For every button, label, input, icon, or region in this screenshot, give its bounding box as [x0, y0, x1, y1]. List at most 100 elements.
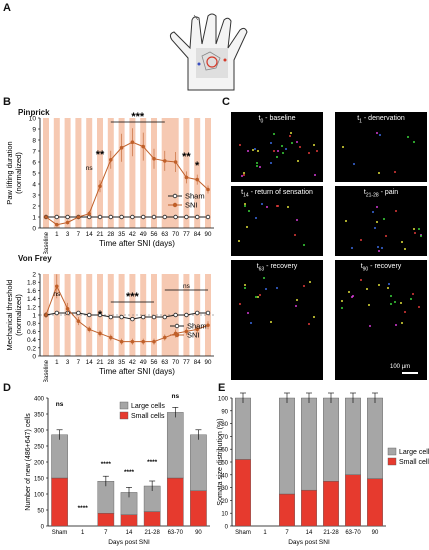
cell-dot: [368, 324, 371, 327]
y-tick-label: 1.6: [27, 288, 36, 295]
cell-dot: [387, 282, 390, 285]
data-point-sni: [76, 215, 81, 219]
legend-marker: [174, 332, 180, 338]
legend-label: Large cells: [399, 449, 429, 456]
x-tick-label: 90: [195, 530, 202, 536]
time-shade: [205, 118, 211, 228]
series-line-sni: [45, 141, 209, 226]
data-point-sham: [97, 214, 103, 220]
cell-dot: [255, 165, 258, 168]
y-tick-label: 200: [34, 461, 45, 467]
cell-dot: [303, 244, 306, 247]
microscopy-tile: t21-28 - pain: [335, 186, 427, 256]
x-tick-label: 63: [161, 359, 168, 366]
time-shade: [194, 118, 201, 228]
microscopy-tile: t14 - return of sensation: [231, 186, 323, 256]
cell-dot: [303, 284, 306, 287]
x-axis-label: Time after SNI (days): [99, 239, 175, 248]
cell-dot: [243, 171, 246, 174]
significance-label: ns: [86, 165, 94, 172]
data-point-sni: [98, 331, 102, 336]
data-point-sni: [55, 284, 59, 289]
x-tick-label: 21-28: [323, 530, 339, 536]
data-point-sham: [184, 214, 189, 220]
cell-dot: [307, 151, 310, 154]
legend-label: Large cells: [131, 403, 165, 410]
cell-dot: [273, 149, 276, 152]
x-axis-label: Time after SNI (days): [99, 367, 175, 376]
cell-dot: [341, 145, 344, 148]
data-point-sham: [108, 214, 113, 220]
time-shade: [97, 118, 103, 228]
vonfrey-title: Von Frey: [18, 254, 52, 263]
data-point-sni: [173, 160, 178, 164]
x-tick-label: 35: [118, 359, 125, 366]
y-tick-label: 1.4: [27, 296, 36, 303]
cell-dot: [314, 174, 317, 177]
cell-dot: [383, 217, 386, 220]
bar-large-cells: [345, 397, 361, 476]
data-point-sham: [151, 214, 157, 220]
cell-dot: [276, 287, 279, 290]
data-point-sham: [184, 312, 189, 318]
cell-dot: [341, 300, 343, 303]
bar-small-cells: [279, 493, 295, 527]
data-point-sni: [206, 323, 210, 328]
cell-dot: [401, 241, 404, 244]
time-shade: [129, 118, 136, 228]
y-tick-label: 2: [32, 204, 36, 211]
cell-dot: [315, 150, 318, 153]
time-shade: [64, 118, 71, 228]
x-tick-label: 28: [107, 231, 114, 238]
y-tick-label: 7: [32, 149, 36, 156]
x-tick-label: 84: [194, 359, 201, 366]
time-shade: [43, 118, 49, 228]
data-point-sni: [141, 144, 145, 149]
cell-dot: [257, 296, 260, 299]
bar-large-cells: [301, 397, 317, 491]
bar-large-cells: [323, 397, 339, 482]
y-tick-label: 70: [221, 435, 228, 441]
cell-dot: [243, 203, 246, 206]
legend-label: Small cells: [131, 413, 165, 420]
data-point-sni: [163, 159, 167, 163]
data-point-sni: [119, 145, 124, 150]
x-tick-label: 7: [104, 530, 108, 536]
bar-small-cells: [190, 490, 207, 527]
y-tick-label: 1: [32, 313, 36, 320]
cell-dot: [393, 171, 396, 174]
cell-dot: [413, 228, 416, 231]
cell-dot: [237, 239, 240, 242]
cell-dot: [345, 220, 348, 223]
cell-dot: [359, 238, 362, 241]
x-tick-label: 90: [372, 530, 379, 536]
cell-dot: [276, 149, 279, 152]
time-shade: [118, 118, 125, 228]
bar-small-cells: [301, 489, 317, 527]
x-axis-label: Days post SNI: [288, 539, 330, 546]
tile-label: t21-28 - pain: [363, 189, 399, 199]
data-point-sni: [65, 220, 70, 225]
cell-dot: [376, 220, 379, 223]
cell-dot: [400, 302, 403, 305]
time-shade: [151, 118, 157, 228]
panel-letter-b: B: [3, 96, 11, 108]
cell-dot: [390, 303, 393, 306]
cell-dot: [241, 174, 243, 177]
bar-small-cells: [367, 478, 383, 527]
data-point-sham: [54, 214, 59, 220]
legend-swatch: [387, 447, 397, 456]
y-tick-label: 10: [221, 512, 228, 518]
significance-label: ***: [131, 112, 145, 123]
tile-label: t90 - recovery: [360, 263, 402, 273]
time-shade: [53, 118, 60, 228]
x-tick-label: 1: [263, 530, 267, 536]
cell-dot: [290, 142, 293, 145]
significance-label: ****: [147, 459, 158, 466]
hand-diagram: [150, 12, 280, 92]
cell-dot: [294, 305, 297, 308]
bar-large-cells: [235, 397, 251, 460]
x-tick-label: Sham: [235, 530, 251, 536]
legend-swatch: [119, 401, 129, 410]
cell-dot: [255, 161, 258, 164]
